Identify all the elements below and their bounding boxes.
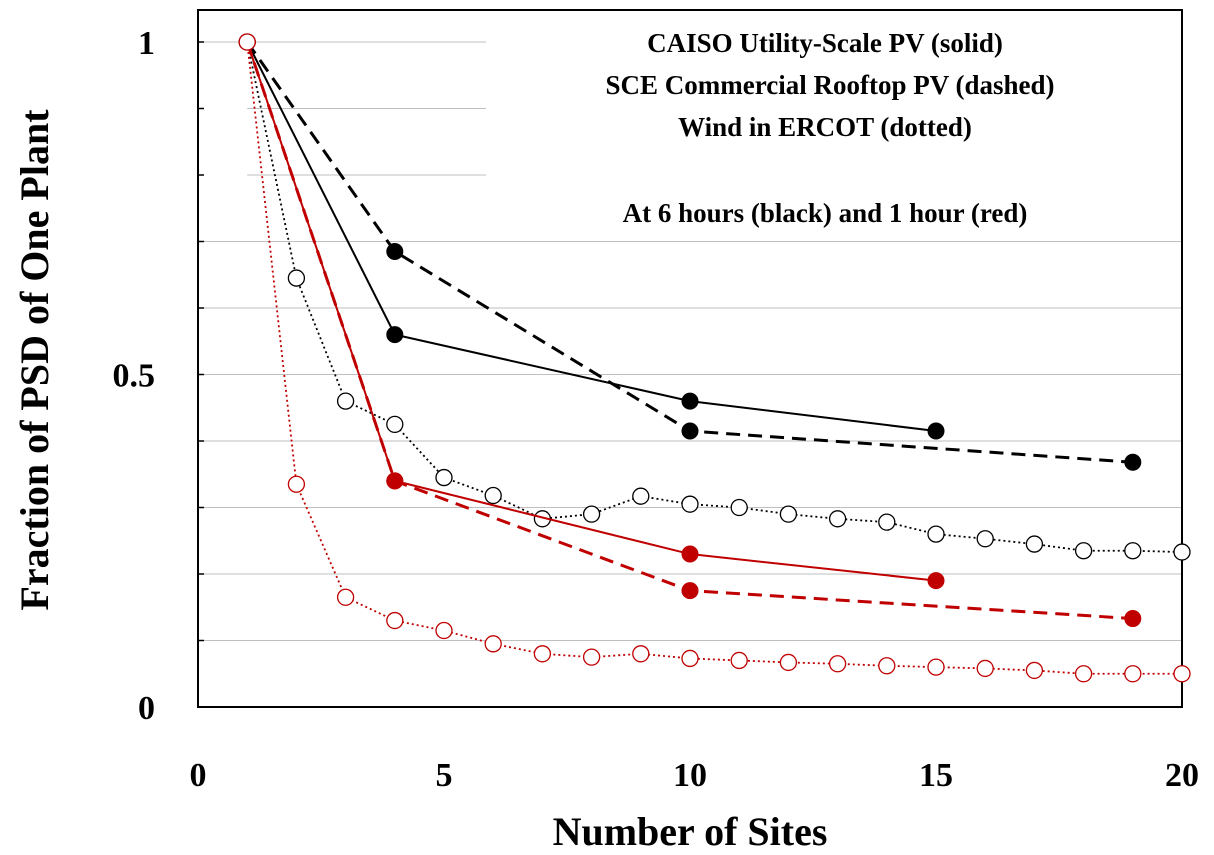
x-tick-label: 0 <box>190 757 207 794</box>
data-point <box>779 653 798 672</box>
data-point <box>1124 542 1142 560</box>
data-point <box>681 495 699 513</box>
data-point <box>681 422 699 440</box>
data-point <box>878 657 896 675</box>
data-point <box>1124 453 1142 471</box>
data-point <box>730 651 748 670</box>
data-point <box>681 392 699 410</box>
data-point <box>632 645 650 663</box>
x-axis-title: Number of Sites <box>553 809 828 854</box>
data-point <box>1025 535 1044 553</box>
data-point <box>484 486 502 505</box>
annotation-line-2: SCE Commercial Rooftop PV (dashed) <box>606 70 1055 100</box>
series-line <box>245 41 1133 464</box>
data-point <box>927 572 945 590</box>
x-tick-label: 20 <box>1165 757 1199 794</box>
data-point <box>632 487 650 505</box>
y-tick-label: 0 <box>138 690 155 727</box>
data-point <box>1025 661 1044 680</box>
series-line <box>246 41 937 433</box>
series-layer <box>238 33 1191 683</box>
x-tick-label: 10 <box>673 757 707 794</box>
data-point <box>976 659 994 678</box>
data-point <box>878 513 896 531</box>
y-tick-label: 0.5 <box>113 358 156 395</box>
data-point <box>435 621 453 640</box>
data-point <box>976 530 994 548</box>
series-5 <box>238 33 1191 683</box>
data-point <box>386 242 404 260</box>
data-point <box>287 269 306 287</box>
x-tick-label: 5 <box>436 757 453 794</box>
tick-labels: 0 5 10 15 20 0 0.5 1 <box>113 25 1200 794</box>
data-point <box>386 472 404 490</box>
data-point <box>336 588 355 606</box>
annotation-line-1: CAISO Utility-Scale PV (solid) <box>647 28 1003 58</box>
data-point <box>730 498 748 517</box>
data-point <box>435 468 453 487</box>
data-point <box>582 648 601 666</box>
data-point <box>1124 665 1142 683</box>
data-point <box>582 505 601 523</box>
series-2 <box>238 33 1191 561</box>
data-point <box>386 415 404 434</box>
y-axis-ticks <box>198 41 204 708</box>
data-point <box>681 582 699 600</box>
data-point <box>828 655 847 673</box>
data-point <box>336 392 355 410</box>
series-line <box>246 41 1183 553</box>
data-point <box>828 510 847 528</box>
series-line <box>245 41 1133 621</box>
data-point <box>1074 542 1093 560</box>
data-point <box>386 326 404 344</box>
data-point <box>1173 665 1191 683</box>
plot-area-frame <box>197 9 1183 708</box>
y-axis-title: Fraction of PSD of One Plant <box>12 109 57 611</box>
data-point <box>927 422 945 440</box>
data-point <box>533 645 552 663</box>
data-point <box>1173 543 1191 561</box>
data-point <box>681 649 699 668</box>
data-point <box>779 505 798 523</box>
y-tick-label: 1 <box>138 25 155 62</box>
data-point <box>1124 610 1142 628</box>
annotation-line-3: Wind in ERCOT (dotted) <box>678 112 972 142</box>
data-point <box>287 475 306 493</box>
x-tick-label: 15 <box>919 757 953 794</box>
data-point <box>1074 665 1093 683</box>
data-point <box>238 33 256 51</box>
data-point <box>927 658 945 676</box>
data-point <box>927 525 945 543</box>
data-point <box>386 611 404 630</box>
annotation-line-4: At 6 hours (black) and 1 hour (red) <box>623 198 1028 228</box>
data-point <box>484 635 502 653</box>
data-point <box>681 545 699 563</box>
